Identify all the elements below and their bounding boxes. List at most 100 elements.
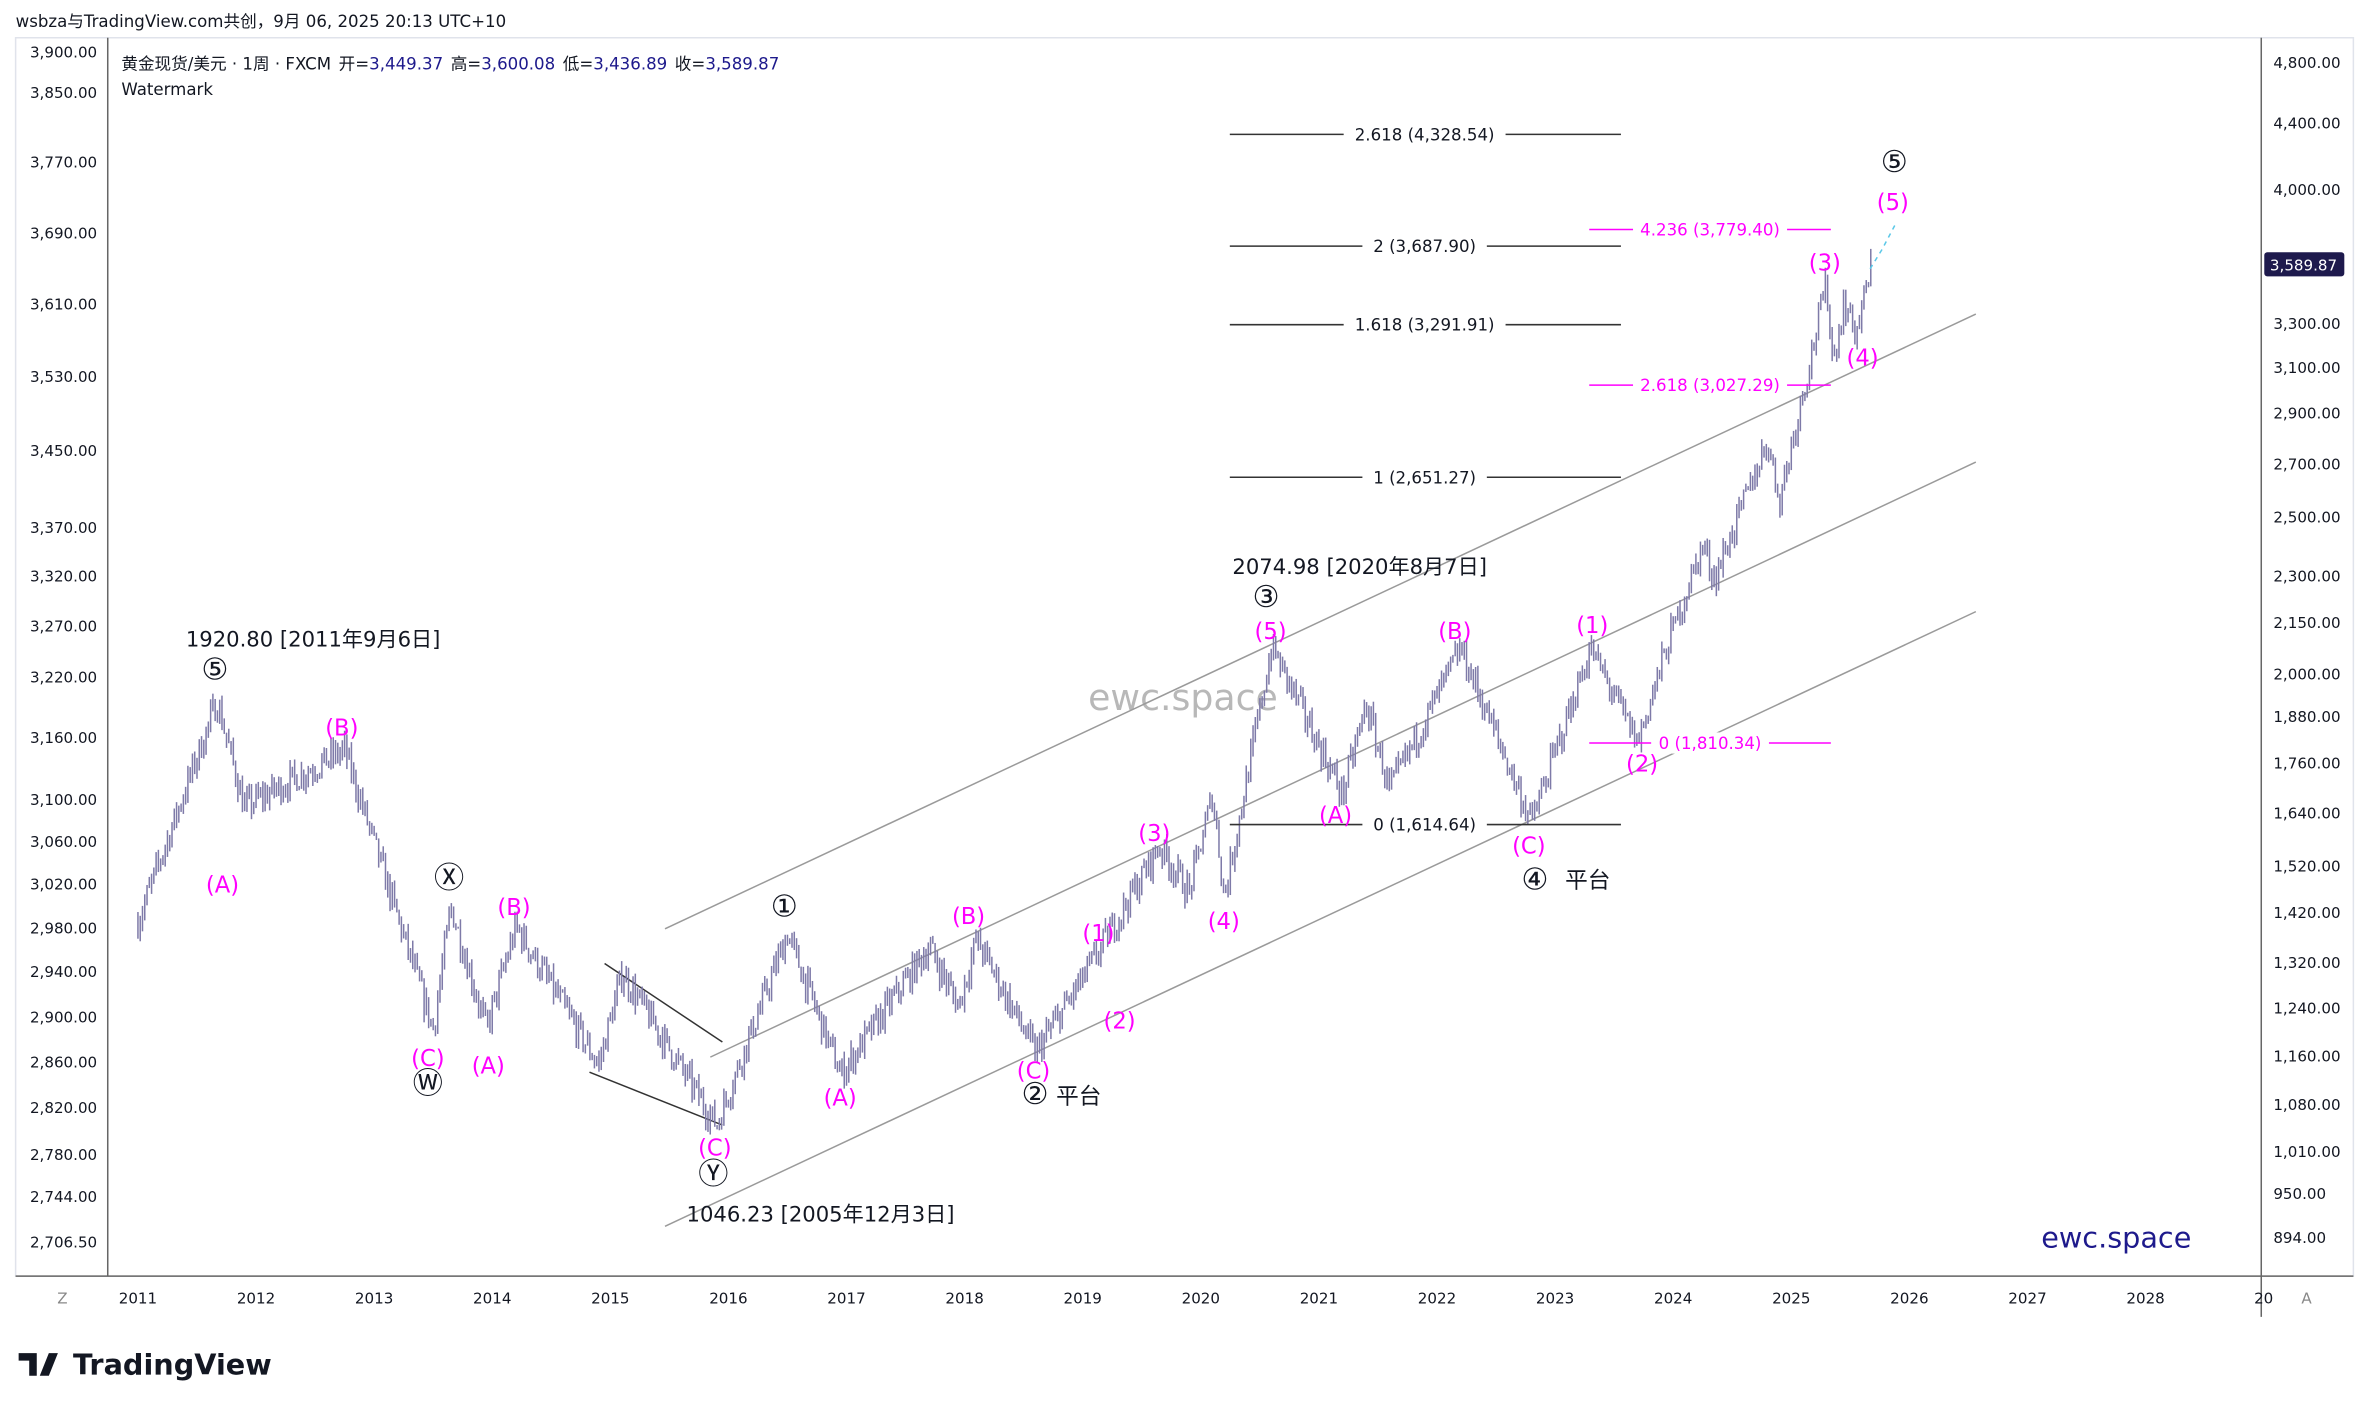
left-axis-tick: 3,060.00 bbox=[30, 833, 97, 851]
fib-extensions: 2.618 (4,328.54) 2 (3,687.90) 1.618 (3,291… bbox=[1229, 123, 1831, 836]
wave-label: (1) bbox=[1576, 613, 1608, 639]
wave-degree-label: ⑤ bbox=[201, 653, 228, 688]
wave-degree-label: 平台 bbox=[1565, 868, 1610, 894]
time-axis-tick: 2021 bbox=[1300, 1289, 1338, 1307]
auto-scale-button[interactable]: A bbox=[2301, 1289, 2312, 1307]
right-axis-tick: 950.00 bbox=[2273, 1185, 2326, 1203]
wave-label: (C) bbox=[1017, 1058, 1050, 1084]
time-axis-tick: 2020 bbox=[1182, 1289, 1220, 1307]
right-axis-tick: 1,240.00 bbox=[2273, 999, 2340, 1017]
right-axis-tick: 1,760.00 bbox=[2273, 755, 2340, 773]
right-axis-tick: 1,080.00 bbox=[2273, 1096, 2340, 1114]
right-axis-tick: 1,320.00 bbox=[2273, 954, 2340, 972]
left-axis-tick: 3,220.00 bbox=[30, 669, 97, 687]
left-axis-tick: 3,610.00 bbox=[30, 296, 97, 314]
time-axis-tick: 20 bbox=[2254, 1289, 2273, 1307]
right-axis-tick: 894.00 bbox=[2273, 1229, 2326, 1247]
time-axis-tick: 2028 bbox=[2126, 1289, 2164, 1307]
wave-degree-label: 1920.80 [2011年9月6日] bbox=[186, 626, 441, 651]
wave-degree-label: 1046.23 [2005年12月3日] bbox=[687, 1202, 955, 1227]
wave-label: (A) bbox=[1319, 803, 1352, 829]
time-axis-tick: 2023 bbox=[1536, 1289, 1574, 1307]
right-price-axis[interactable]: 4,800.00 4,400.00 4,000.00 3,300.00 3,100.00… bbox=[2273, 54, 2340, 1247]
right-axis-tick: 3,100.00 bbox=[2273, 359, 2340, 377]
wave-label: (5) bbox=[1255, 619, 1287, 645]
wave-label: (4) bbox=[1847, 345, 1879, 371]
time-axis-tick: 2018 bbox=[945, 1289, 983, 1307]
time-axis[interactable]: 2011 2012 2013 2014 2015 2016 2017 2018 2019 2020… bbox=[119, 1289, 2274, 1307]
left-axis-tick: 3,320.00 bbox=[30, 567, 97, 585]
left-axis-tick: 3,270.00 bbox=[30, 617, 97, 635]
fib-label: 2.618 (4,328.54) bbox=[1355, 125, 1495, 144]
wave-label: (B) bbox=[325, 715, 358, 741]
time-axis-tick: 2016 bbox=[709, 1289, 747, 1307]
right-axis-tick: 4,400.00 bbox=[2273, 114, 2340, 132]
chart-frame bbox=[14, 36, 2355, 1277]
time-axis-tick: 2015 bbox=[591, 1289, 629, 1307]
wave-annotations: 1920.80 [2011年9月6日]⑤(A)(B)Ⓧ(B)(C)Ⓦ (A)①(A… bbox=[186, 145, 1909, 1227]
triangle-upper bbox=[604, 962, 723, 1043]
wave-degree-label: ② bbox=[1021, 1077, 1048, 1112]
wave-label: (3) bbox=[1138, 821, 1170, 847]
wave-label: (4) bbox=[1208, 909, 1240, 935]
left-axis-tick: 2,940.00 bbox=[30, 963, 97, 981]
right-axis-tick: 1,640.00 bbox=[2273, 805, 2340, 823]
time-axis-tick: 2017 bbox=[827, 1289, 865, 1307]
time-axis-tick: 2025 bbox=[1772, 1289, 1810, 1307]
right-axis-tick: 2,900.00 bbox=[2273, 404, 2340, 422]
left-axis-tick: 2,860.00 bbox=[30, 1054, 97, 1072]
wave-degree-label: ① bbox=[771, 890, 798, 925]
channel-lower bbox=[664, 610, 1977, 1227]
fib-label-bg bbox=[1343, 123, 1506, 145]
wave-degree-label: ③ bbox=[1253, 580, 1280, 615]
wave-degree-label: ④ bbox=[1521, 862, 1548, 897]
wave-label: (2) bbox=[1626, 752, 1658, 778]
triangle-lower bbox=[589, 1071, 723, 1126]
fib-label: 1.618 (3,291.91) bbox=[1355, 316, 1495, 335]
wave-label: (C) bbox=[411, 1046, 444, 1072]
zoom-button[interactable]: Z bbox=[57, 1289, 67, 1307]
time-axis-tick: 2012 bbox=[237, 1289, 275, 1307]
left-axis-tick: 3,370.00 bbox=[30, 519, 97, 537]
wave-label: (B) bbox=[497, 895, 530, 921]
wave-label: (B) bbox=[952, 904, 985, 930]
price-bars bbox=[137, 248, 1872, 1135]
fib-label: 1 (2,651.27) bbox=[1373, 468, 1476, 487]
right-axis-tick: 2,150.00 bbox=[2273, 614, 2340, 632]
fib-label-magenta: 0 (1,810.34) bbox=[1659, 734, 1762, 753]
right-axis-tick: 1,880.00 bbox=[2273, 708, 2340, 726]
wave-label: (C) bbox=[698, 1135, 731, 1161]
channel-middle bbox=[709, 461, 1977, 1058]
left-axis-tick: 3,450.00 bbox=[30, 442, 97, 460]
right-axis-tick: 1,010.00 bbox=[2273, 1143, 2340, 1161]
fib-label-bg bbox=[1362, 235, 1487, 257]
fib-label-bg bbox=[1362, 466, 1487, 488]
right-axis-tick: 4,000.00 bbox=[2273, 181, 2340, 199]
time-axis-tick: 2014 bbox=[473, 1289, 511, 1307]
left-axis-tick: 2,706.50 bbox=[30, 1233, 97, 1251]
time-axis-tick: 2027 bbox=[2008, 1289, 2046, 1307]
watermark-center: ewc.space bbox=[1088, 676, 1278, 719]
watermark-label: Watermark bbox=[121, 80, 213, 99]
left-axis-tick: 3,160.00 bbox=[30, 729, 97, 747]
last-price-badge bbox=[2264, 252, 2345, 277]
tradingview-logo-icon bbox=[18, 1353, 58, 1376]
left-price-axis[interactable]: 3,900.00 3,850.00 3,770.00 3,690.00 3,610.00… bbox=[30, 43, 97, 1251]
wave-label: (A) bbox=[472, 1054, 505, 1080]
wave-label: (A) bbox=[206, 873, 239, 899]
right-axis-tick: 2,300.00 bbox=[2273, 567, 2340, 585]
wave-label: (2) bbox=[1104, 1008, 1136, 1034]
fib-label-bg bbox=[1633, 218, 1788, 241]
symbol: 黄金现货/美元 · 1周 · FXCM bbox=[121, 54, 331, 73]
tradingview-logo[interactable]: TradingView bbox=[18, 1347, 272, 1381]
time-axis-tick: 2022 bbox=[1418, 1289, 1456, 1307]
wave-label: (1) bbox=[1082, 921, 1114, 947]
left-axis-tick: 2,780.00 bbox=[30, 1146, 97, 1164]
left-axis-tick: 3,900.00 bbox=[30, 43, 97, 61]
left-axis-tick: 3,690.00 bbox=[30, 225, 97, 243]
time-axis-tick: 2026 bbox=[1890, 1289, 1928, 1307]
wave-label: (5) bbox=[1877, 190, 1909, 216]
right-axis-tick: 2,000.00 bbox=[2273, 666, 2340, 684]
